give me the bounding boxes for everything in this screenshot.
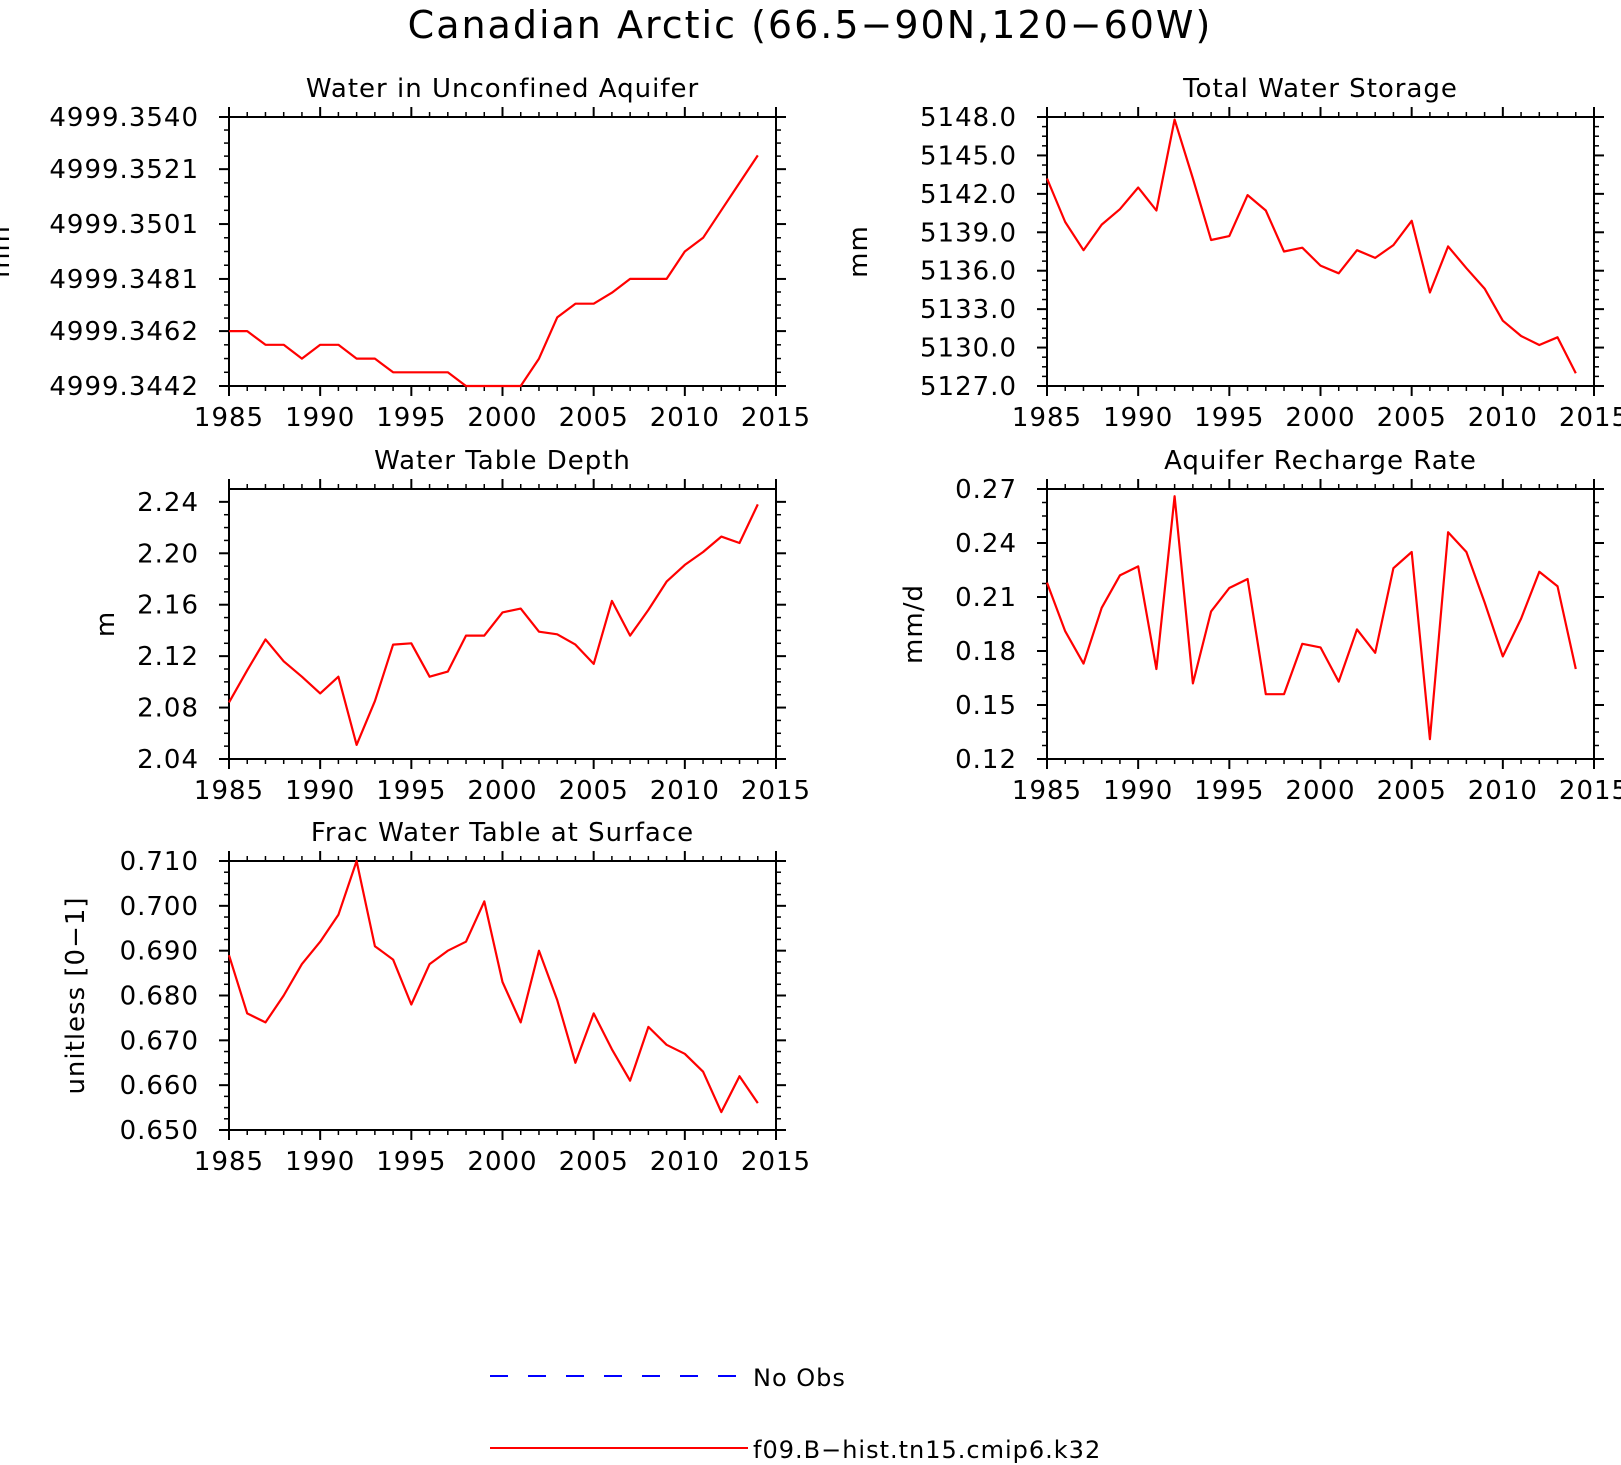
x-tick-label: 1995	[376, 776, 446, 806]
series-line	[227, 859, 759, 1114]
x-tick-label: 2010	[1468, 403, 1538, 433]
y-tick-label: 2.24	[137, 488, 199, 518]
y-tick-label: 5148.0	[920, 103, 1017, 133]
x-tick-label: 2010	[650, 1147, 720, 1177]
y-tick-label: 5136.0	[920, 257, 1017, 287]
series-line	[229, 154, 759, 388]
y-tick-label: 0.710	[120, 847, 199, 877]
x-tick-label: 1985	[1012, 403, 1082, 433]
x-tick-label: 1995	[376, 1147, 446, 1177]
y-tick-label: 0.12	[955, 745, 1017, 775]
y-tick-label: 5142.0	[920, 180, 1017, 210]
x-tick-label: 1995	[376, 403, 446, 433]
x-tick-label: 2000	[1285, 776, 1355, 806]
y-tick-label: 2.04	[137, 745, 199, 775]
y-tick-label: 0.670	[120, 1026, 199, 1056]
x-tick-label: 1990	[285, 403, 355, 433]
y-axis-label: m	[91, 611, 121, 637]
y-tick-label: 0.680	[120, 982, 199, 1012]
plot-frame	[228, 488, 777, 760]
y-axis-label: unitless [0−1]	[61, 896, 91, 1094]
y-tick-label: 5139.0	[920, 218, 1017, 248]
x-tick-label: 2000	[467, 1147, 537, 1177]
chart-panel-1: 1985 1990 1995 2000 2005 2010 2015 4999.3442 499…	[0, 74, 811, 433]
plot-frame	[1046, 488, 1595, 760]
y-tick-label: 2.20	[137, 539, 199, 569]
x-tick-label: 2015	[741, 1147, 811, 1177]
x-tick-label: 2000	[467, 403, 537, 433]
panel-title: Aquifer Recharge Rate	[1164, 446, 1477, 476]
series-line	[228, 503, 759, 747]
y-tick-label: 4999.3501	[49, 210, 199, 240]
y-tick-label: 2.12	[137, 642, 199, 672]
x-tick-label: 2015	[741, 776, 811, 806]
plot-frame	[228, 860, 777, 1131]
legend-label-no-obs: No Obs	[753, 1364, 846, 1392]
x-tick-label: 1990	[1103, 776, 1173, 806]
y-tick-label: 0.18	[955, 637, 1017, 667]
y-tick-label: 0.24	[955, 529, 1017, 559]
y-tick-label: 0.21	[955, 583, 1017, 613]
x-tick-label: 1990	[285, 1147, 355, 1177]
figure-title: Canadian Arctic (66.5−90N,120−60W)	[408, 3, 1213, 47]
y-tick-label: 0.660	[120, 1071, 199, 1101]
legend-label-model: f09.B−hist.tn15.cmip6.k32	[753, 1436, 1101, 1464]
x-tick-label: 1985	[194, 1147, 264, 1177]
y-tick-label: 5127.0	[920, 372, 1017, 402]
x-tick-label: 2005	[559, 1147, 629, 1177]
y-tick-label: 2.16	[137, 591, 199, 621]
x-tick-label: 2005	[559, 776, 629, 806]
x-tick-label: 2015	[741, 403, 811, 433]
x-tick-label: 2005	[1377, 776, 1447, 806]
x-tick-label: 2000	[1285, 403, 1355, 433]
x-tick-label: 2015	[1559, 776, 1621, 806]
chart-panel-3: 1985 1990 1995 2000 2005 2010 2015 2.04 2.08 2.12…	[91, 446, 811, 806]
panel-title: Frac Water Table at Surface	[311, 818, 694, 848]
y-tick-label: 4999.3481	[49, 265, 199, 295]
plot-frame	[1046, 116, 1595, 387]
series-line	[1045, 495, 1577, 741]
y-tick-label: 2.08	[137, 694, 199, 724]
panel-title: Total Water Storage	[1182, 74, 1458, 104]
y-tick-label: 4999.3540	[49, 103, 199, 133]
y-axis-label: mm/d	[899, 584, 929, 664]
y-tick-label: 0.650	[120, 1116, 199, 1146]
x-tick-label: 2010	[650, 403, 720, 433]
chart-panels: 1985 1990 1995 2000 2005 2010 2015 4999.3442 499…	[0, 74, 1621, 1177]
x-tick-label: 1995	[1194, 403, 1264, 433]
panel-title: Water Table Depth	[374, 446, 631, 476]
y-tick-label: 5133.0	[920, 295, 1017, 325]
x-tick-label: 1995	[1194, 776, 1264, 806]
chart-panel-5: 1985 1990 1995 2000 2005 2010 2015 0.650 0.660 0.…	[61, 818, 811, 1177]
y-tick-label: 0.690	[120, 937, 199, 967]
y-tick-label: 0.15	[955, 691, 1017, 721]
y-tick-label: 0.27	[955, 475, 1017, 505]
x-tick-label: 2010	[1468, 776, 1538, 806]
x-tick-label: 1990	[1103, 403, 1173, 433]
y-tick-label: 4999.3442	[49, 372, 199, 402]
x-tick-label: 2005	[1377, 403, 1447, 433]
panel-title: Water in Unconfined Aquifer	[306, 74, 699, 104]
x-tick-label: 1985	[1012, 776, 1082, 806]
y-tick-label: 0.700	[120, 892, 199, 922]
y-axis-label: mm	[0, 225, 16, 278]
x-tick-label: 2010	[650, 776, 720, 806]
y-tick-label: 4999.3462	[49, 317, 199, 347]
legend: No Obs f09.B−hist.tn15.cmip6.k32	[490, 1364, 1101, 1464]
y-tick-label: 5130.0	[920, 334, 1017, 364]
x-tick-label: 1985	[194, 403, 264, 433]
y-axis-label: mm	[844, 225, 874, 278]
chart-panel-4: 1985 1990 1995 2000 2005 2010 2015 0.12 0.15 0.18…	[899, 446, 1621, 806]
chart-panel-2: 1985 1990 1995 2000 2005 2010 2015 5127.0 5130.0…	[844, 74, 1621, 433]
plot-frame	[228, 116, 777, 387]
x-tick-label: 2000	[467, 776, 537, 806]
y-tick-label: 4999.3521	[49, 155, 199, 185]
x-tick-label: 1985	[194, 776, 264, 806]
x-tick-label: 1990	[285, 776, 355, 806]
x-tick-label: 2005	[559, 403, 629, 433]
x-tick-label: 2015	[1559, 403, 1621, 433]
series-line	[1045, 118, 1577, 374]
y-tick-label: 5145.0	[920, 141, 1017, 171]
